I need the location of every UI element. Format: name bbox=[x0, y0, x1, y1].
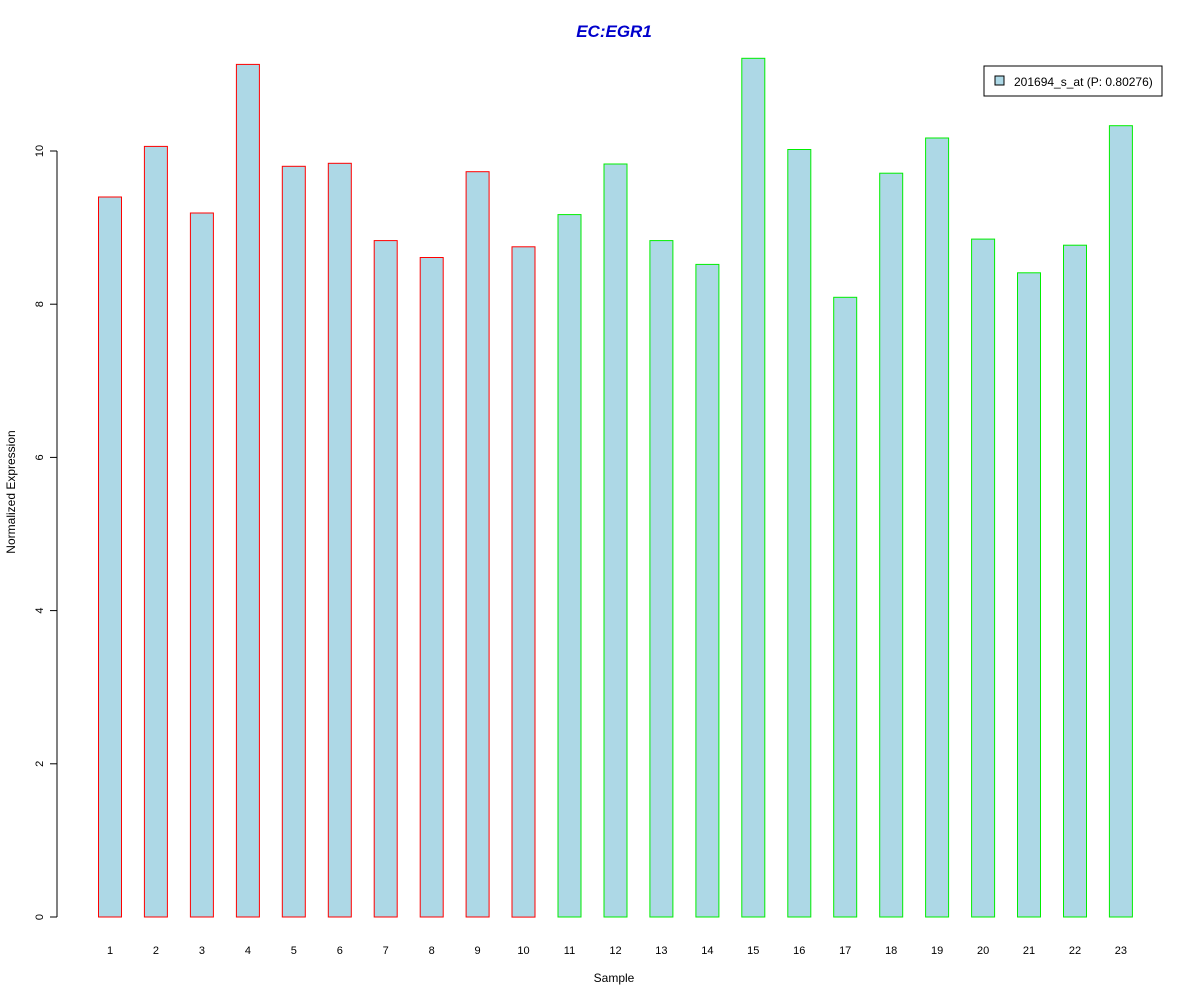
bar-sample-8 bbox=[419, 257, 444, 918]
y-tick-label: 8 bbox=[34, 301, 46, 307]
bar-sample-11 bbox=[557, 214, 582, 918]
bars-group bbox=[98, 57, 1133, 918]
x-tick-label: 18 bbox=[885, 945, 897, 957]
bar-sample-20 bbox=[971, 238, 996, 918]
x-axis-label: Sample bbox=[594, 971, 635, 985]
x-tick-labels: 1 2 3 4 5 6 7 8 9 10 11 12 13 14 15 16 17 18 19 20 21 22 23 bbox=[107, 945, 1127, 957]
bar-sample-13 bbox=[649, 240, 674, 918]
y-tick-label: 6 bbox=[34, 454, 46, 460]
bar-sample-18 bbox=[879, 172, 904, 918]
x-tick-label: 11 bbox=[564, 945, 575, 957]
y-tick-label: 2 bbox=[34, 761, 46, 767]
bar-sample-10 bbox=[511, 246, 536, 918]
x-tick-label: 7 bbox=[383, 945, 389, 957]
y-axis: 0 2 4 6 8 10 bbox=[34, 145, 58, 920]
y-tick-label: 0 bbox=[34, 914, 46, 920]
bar-sample-12 bbox=[603, 163, 628, 918]
legend-box bbox=[983, 65, 1163, 97]
bar-sample-2 bbox=[143, 145, 168, 918]
legend-series-label: 201694_s_at (P: 0.80276) bbox=[1014, 75, 1153, 89]
x-tick-label: 21 bbox=[1023, 945, 1035, 957]
x-tick-label: 9 bbox=[475, 945, 481, 957]
y-tick-label: 4 bbox=[34, 608, 46, 614]
x-tick-label: 6 bbox=[337, 945, 343, 957]
x-tick-label: 3 bbox=[199, 945, 205, 957]
bar-sample-15 bbox=[741, 57, 766, 918]
bar-sample-14 bbox=[695, 263, 720, 918]
bar-sample-6 bbox=[327, 162, 352, 918]
bar-sample-5 bbox=[281, 165, 306, 918]
bar-sample-9 bbox=[465, 171, 490, 918]
x-tick-label: 15 bbox=[747, 945, 759, 957]
bar-sample-19 bbox=[925, 137, 950, 918]
bar-sample-7 bbox=[373, 240, 398, 918]
x-tick-label: 1 bbox=[107, 945, 113, 957]
y-tick-label: 10 bbox=[34, 145, 46, 157]
bar-sample-16 bbox=[787, 149, 812, 918]
legend: 201694_s_at (P: 0.80276) bbox=[983, 65, 1163, 97]
x-tick-label: 16 bbox=[793, 945, 805, 957]
bar-sample-4 bbox=[235, 63, 260, 918]
x-tick-label: 22 bbox=[1069, 945, 1081, 957]
x-tick-label: 10 bbox=[517, 945, 529, 957]
y-axis-label: Normalized Expression bbox=[4, 430, 18, 553]
x-tick-label: 5 bbox=[291, 945, 297, 957]
chart-title: EC:EGR1 bbox=[576, 22, 652, 41]
x-tick-label: 20 bbox=[977, 945, 989, 957]
bar-sample-22 bbox=[1063, 244, 1087, 918]
x-tick-label: 13 bbox=[655, 945, 667, 957]
x-tick-label: 4 bbox=[245, 945, 251, 957]
x-tick-label: 2 bbox=[153, 945, 159, 957]
bar-sample-23 bbox=[1108, 125, 1133, 918]
legend-swatch bbox=[994, 75, 1005, 86]
bar-sample-1 bbox=[98, 196, 122, 918]
bar-sample-21 bbox=[1017, 272, 1041, 918]
x-tick-label: 8 bbox=[429, 945, 435, 957]
bar-sample-3 bbox=[189, 212, 214, 918]
x-tick-label: 14 bbox=[701, 945, 713, 957]
x-tick-label: 23 bbox=[1115, 945, 1127, 957]
x-tick-label: 19 bbox=[931, 945, 943, 957]
x-tick-label: 12 bbox=[609, 945, 621, 957]
bar-sample-17 bbox=[833, 296, 858, 918]
x-tick-label: 17 bbox=[839, 945, 851, 957]
